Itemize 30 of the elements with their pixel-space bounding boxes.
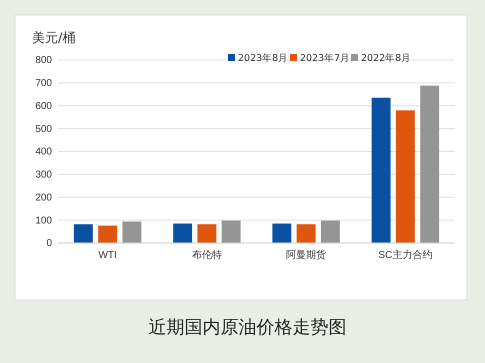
bar bbox=[74, 224, 93, 243]
y-tick-label: 600 bbox=[35, 100, 52, 112]
bar bbox=[320, 220, 340, 243]
y-tick-label: 100 bbox=[35, 215, 52, 226]
bar bbox=[396, 110, 415, 243]
legend-label: 2022年8月 bbox=[361, 52, 412, 64]
y-tick-label: 300 bbox=[35, 170, 52, 181]
x-tick-label: 布伦特 bbox=[192, 249, 222, 262]
y-tick-label: 500 bbox=[35, 124, 52, 135]
y-tick-label: 800 bbox=[35, 55, 52, 66]
bar bbox=[173, 224, 192, 243]
bar bbox=[197, 224, 216, 243]
bar bbox=[272, 224, 292, 243]
text: 近期国内原油价格走势图 bbox=[148, 317, 346, 338]
bar bbox=[222, 220, 241, 243]
bar bbox=[372, 98, 391, 243]
y-tick-label: 0 bbox=[46, 238, 52, 250]
bar bbox=[98, 226, 118, 243]
bar bbox=[296, 224, 316, 243]
bar bbox=[420, 86, 440, 243]
x-tick-label: WTI bbox=[98, 250, 117, 262]
y-tick-label: 200 bbox=[35, 192, 52, 204]
bar bbox=[122, 221, 142, 243]
x-tick-label: 阿曼期货 bbox=[286, 249, 326, 262]
x-tick-label: SC主力合约 bbox=[378, 249, 432, 262]
y-tick-label: 400 bbox=[35, 146, 52, 158]
legend-label: 2023年8月 bbox=[238, 52, 288, 64]
y-tick-label: 700 bbox=[35, 78, 52, 90]
legend-label: 2023年7月 bbox=[300, 52, 350, 64]
y-axis-title: 美元/桶 bbox=[32, 30, 76, 46]
